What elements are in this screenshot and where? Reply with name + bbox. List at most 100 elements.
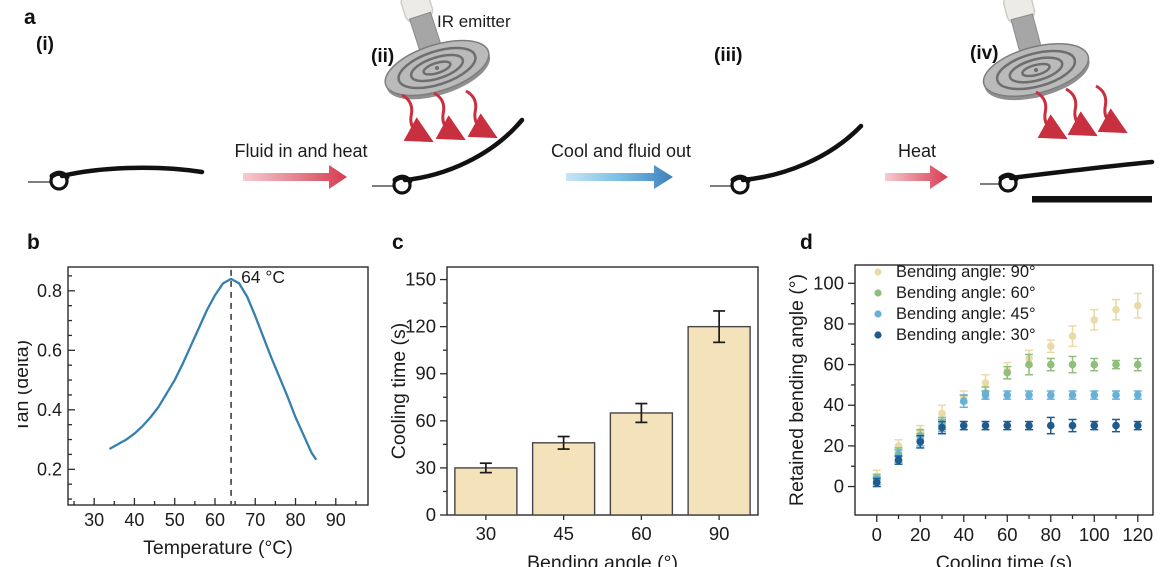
d-series-4 <box>872 416 1142 488</box>
panel-a-schematic <box>28 0 1155 203</box>
d-data-point <box>981 379 990 387</box>
d-y-tick-label: 80 <box>823 313 844 334</box>
d-legend: Bending angle: 90° Bending angle: 60° Bend… <box>874 263 1036 344</box>
d-data-point <box>1112 391 1120 399</box>
d-y-tick-label: 60 <box>823 354 844 375</box>
d-legend-label: Bending angle: 30° <box>896 326 1036 344</box>
cool-fluid-out-arrow <box>566 165 673 189</box>
actuator-state-iv <box>980 159 1155 191</box>
c-bar-90 <box>687 325 751 516</box>
d-data-point <box>1112 421 1120 430</box>
d-data-point <box>872 478 881 487</box>
d-data-point <box>1025 391 1033 399</box>
panel-b-chart: 30 40 50 60 70 80 90 0.2 0.4 0.6 0.8 Temperature (°… <box>18 266 369 559</box>
actuator-state-i <box>28 165 205 189</box>
cool-fluid-out-label: Cool and fluid out <box>550 141 692 161</box>
panel-d-chart: 0 20 40 60 80 100 120 0 20 40 60 80 100 Cooling time … <box>786 263 1154 567</box>
d-data-point <box>1003 421 1012 430</box>
d-data-point <box>1090 360 1099 369</box>
b-y-tick-label: 0.4 <box>37 400 62 420</box>
ir-emitter-label: IR emitter <box>437 12 511 31</box>
d-legend-marker <box>874 289 882 297</box>
d-data-point <box>1068 421 1077 430</box>
b-x-tick-label: 70 <box>245 510 265 530</box>
actuator-state-ii <box>372 117 525 193</box>
c-y-tick-label: 120 <box>405 316 436 337</box>
d-x-tick-label: 0 <box>872 524 882 545</box>
c-y-tick-label: 90 <box>415 363 436 384</box>
c-x-tick-label: 90 <box>709 523 730 544</box>
d-data-point <box>981 391 990 399</box>
c-y-axis-title: Cooling time (s) <box>388 323 410 460</box>
c-axes: 0 30 60 90 120 150 30 45 60 90 Bending angle (°) Co… <box>388 266 759 567</box>
c-y-tick-label: 150 <box>405 269 436 290</box>
d-x-tick-label: 80 <box>1040 524 1061 545</box>
ir-emitter-ii <box>359 0 498 112</box>
b-x-tick-label: 60 <box>205 510 225 530</box>
d-axes: 0 20 40 60 80 100 120 0 20 40 60 80 100 Cooling time … <box>786 264 1154 567</box>
d-data-point <box>1133 421 1142 430</box>
actuator-state-iii <box>710 123 864 193</box>
d-data-point <box>981 421 990 430</box>
d-legend-marker <box>874 310 882 318</box>
d-legend-marker <box>874 331 882 339</box>
d-y-tick-label: 100 <box>813 272 844 293</box>
d-data-point <box>894 456 903 464</box>
c-x-tick-label: 60 <box>631 523 652 544</box>
d-x-tick-label: 60 <box>997 524 1018 545</box>
c-y-tick-label: 0 <box>426 504 436 525</box>
b-x-tick-label: 30 <box>84 510 104 530</box>
panel-d-letter: d <box>800 231 813 254</box>
d-data-point <box>1046 421 1055 430</box>
d-data-point <box>916 438 925 446</box>
d-x-tick-label: 100 <box>1079 524 1110 545</box>
d-data-point <box>1046 342 1055 351</box>
d-data-point <box>1003 368 1012 377</box>
d-data-point <box>1046 391 1055 399</box>
d-data-point <box>1090 391 1099 399</box>
d-legend-label: Bending angle: 60° <box>896 284 1036 302</box>
panel-b-letter: b <box>27 231 40 254</box>
step-iii-label: (iii) <box>714 45 743 66</box>
d-data-point <box>938 423 946 432</box>
b-tan-delta-curve <box>109 277 317 461</box>
b-axes: 30 40 50 60 70 80 90 0.2 0.4 0.6 0.8 Temperature (°… <box>18 266 369 559</box>
d-data-point <box>1068 332 1077 340</box>
d-data-point <box>1046 360 1055 369</box>
d-data-point <box>1133 360 1142 369</box>
c-bar-30 <box>454 467 518 516</box>
d-data-point <box>1133 391 1142 399</box>
step-iv-label: (iv) <box>970 43 999 64</box>
panel-c-chart: 0 30 60 90 120 150 30 45 60 90 Bending angle (°) Co… <box>388 266 759 567</box>
d-x-axis-title: Cooling time (s) <box>936 552 1073 567</box>
c-bar-45 <box>531 442 596 516</box>
d-data-point <box>1133 301 1142 310</box>
d-legend-label: Bending angle: 45° <box>896 305 1036 323</box>
d-data-point <box>959 421 968 430</box>
d-data-point <box>1068 360 1077 369</box>
d-data-point <box>1090 316 1099 324</box>
d-data-point <box>1112 305 1120 314</box>
d-legend-marker <box>874 268 882 276</box>
c-x-tick-label: 30 <box>476 523 497 544</box>
b-x-tick-label: 40 <box>124 510 144 530</box>
d-data-point <box>1025 360 1033 369</box>
c-x-tick-label: 45 <box>553 523 574 544</box>
panel-a-letter: a <box>24 6 36 29</box>
d-data-point <box>1068 391 1077 399</box>
c-bars <box>454 310 751 516</box>
b-x-axis-title: Temperature (°C) <box>143 537 293 559</box>
d-y-tick-label: 20 <box>823 435 844 456</box>
fluid-in-heat-arrow <box>243 165 347 189</box>
d-x-tick-label: 120 <box>1122 524 1153 545</box>
d-series-2 <box>872 353 1142 484</box>
b-x-tick-label: 50 <box>165 510 185 530</box>
panel-c-letter: c <box>392 231 404 254</box>
b-x-tick-label: 80 <box>286 510 306 530</box>
b-y-tick-label: 0.8 <box>37 281 62 301</box>
c-x-axis-title: Bending angle (°) <box>527 552 678 567</box>
step-ii-label: (ii) <box>371 46 395 67</box>
d-data-point <box>1003 391 1012 399</box>
d-y-axis-title: Retained bending angle (°) <box>786 274 808 506</box>
